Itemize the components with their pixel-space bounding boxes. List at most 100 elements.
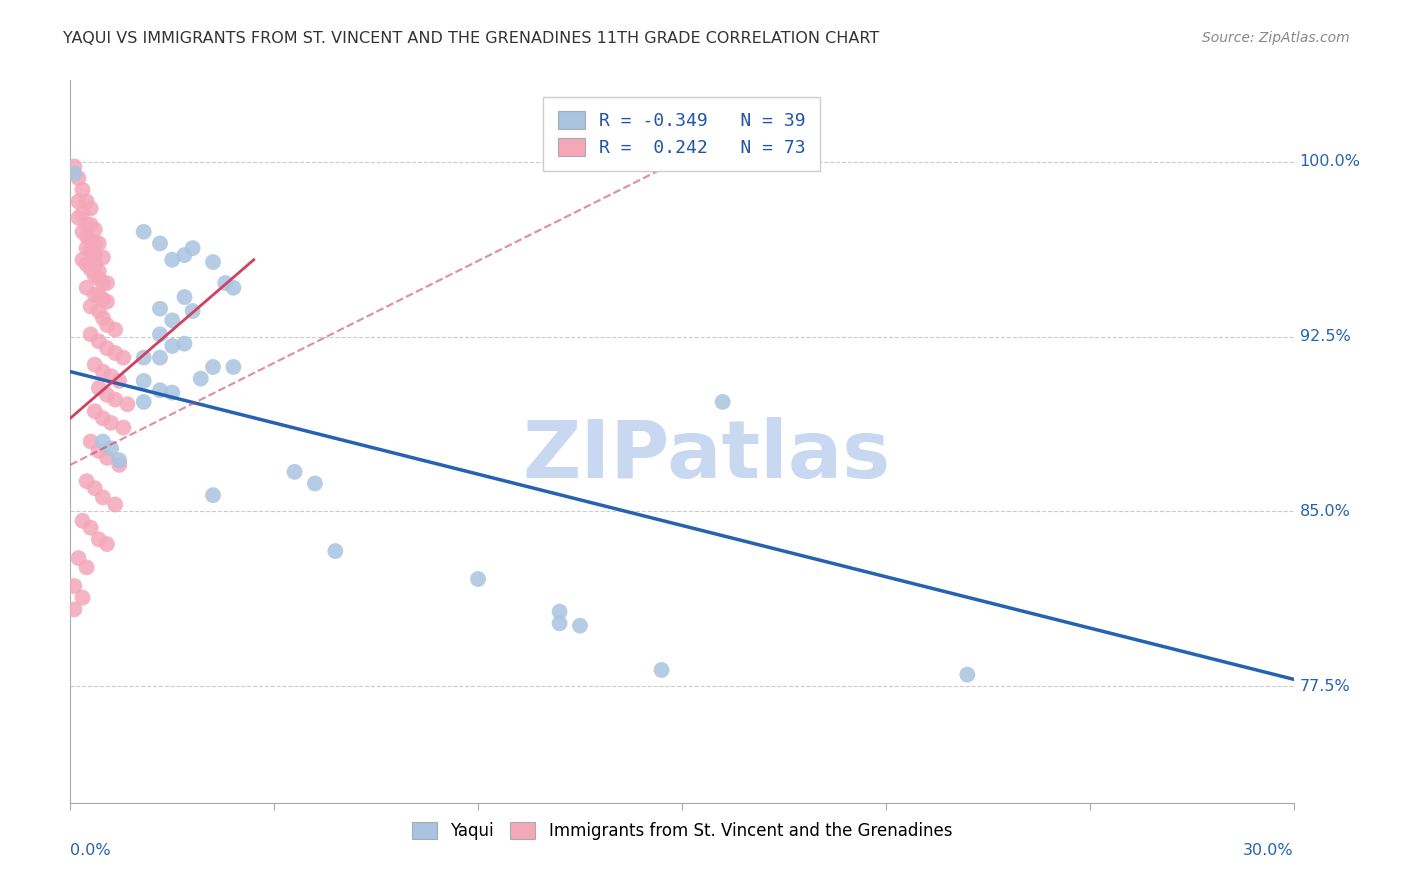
Point (162, 385, 183, 400)
Point (76, 218, 98, 232)
Point (83, 222, 105, 236)
Point (76, 474, 98, 488)
Point (96, 537, 118, 551)
Point (222, 359, 245, 374)
Point (112, 351, 135, 365)
Point (132, 351, 155, 365)
Point (72, 183, 94, 197)
Point (83, 268, 105, 283)
Point (467, 572, 489, 586)
Point (76, 229, 98, 244)
Point (132, 374, 155, 388)
Point (162, 252, 183, 267)
Point (96, 341, 118, 355)
Point (79, 244, 103, 258)
Point (711, 395, 734, 409)
Point (162, 339, 183, 353)
Point (132, 395, 155, 409)
Point (76, 257, 98, 271)
Point (104, 392, 127, 407)
Point (108, 374, 131, 388)
Point (149, 351, 172, 365)
Point (87, 236, 110, 251)
Text: 30.0%: 30.0% (1243, 843, 1294, 857)
Point (63, 602, 86, 616)
Point (72, 206, 94, 220)
Point (83, 358, 105, 372)
Point (91, 276, 114, 290)
Point (72, 591, 94, 605)
Point (568, 618, 592, 632)
Point (132, 225, 155, 239)
Point (83, 404, 105, 418)
Point (76, 194, 98, 209)
Point (79, 234, 103, 248)
Point (87, 287, 110, 301)
Point (112, 420, 135, 434)
Point (83, 287, 105, 301)
Point (76, 560, 98, 574)
Point (72, 514, 94, 528)
Point (173, 248, 195, 262)
Point (79, 218, 103, 232)
Point (149, 236, 172, 251)
Point (67, 194, 90, 209)
Point (83, 236, 105, 251)
Point (83, 257, 105, 271)
Point (181, 304, 204, 318)
Point (91, 434, 114, 449)
Point (149, 301, 172, 316)
Point (87, 271, 110, 285)
Point (548, 605, 571, 619)
Point (100, 416, 122, 430)
Legend: Yaqui, Immigrants from St. Vincent and the Grenadines: Yaqui, Immigrants from St. Vincent and t… (404, 814, 960, 848)
Text: 100.0%: 100.0% (1299, 154, 1361, 169)
Text: Source: ZipAtlas.com: Source: ZipAtlas.com (1202, 31, 1350, 45)
Point (67, 551, 90, 566)
Point (76, 281, 98, 295)
Point (79, 262, 103, 277)
Point (202, 359, 225, 374)
Point (548, 616, 571, 631)
Point (79, 327, 103, 342)
Point (91, 411, 114, 425)
Point (104, 346, 127, 360)
Point (67, 211, 90, 225)
Point (96, 318, 118, 332)
Point (222, 281, 245, 295)
Point (181, 241, 204, 255)
Point (96, 450, 118, 465)
Point (284, 465, 307, 479)
Point (202, 488, 225, 502)
Point (104, 498, 127, 512)
Point (63, 167, 86, 181)
Point (79, 434, 103, 449)
Point (96, 388, 118, 402)
Point (149, 327, 172, 342)
Text: 0.0%: 0.0% (70, 843, 111, 857)
Point (100, 369, 122, 384)
Point (650, 663, 672, 677)
Point (87, 533, 110, 547)
Point (108, 453, 131, 467)
Point (190, 371, 212, 385)
Point (83, 481, 105, 495)
Point (63, 579, 86, 593)
Point (76, 241, 98, 255)
Point (72, 225, 94, 239)
Text: YAQUI VS IMMIGRANTS FROM ST. VINCENT AND THE GRENADINES 11TH GRADE CORRELATION C: YAQUI VS IMMIGRANTS FROM ST. VINCENT AND… (63, 31, 880, 46)
Text: ZIPatlas: ZIPatlas (522, 417, 890, 495)
Point (96, 294, 118, 309)
Point (83, 248, 105, 262)
Point (79, 299, 103, 313)
Text: 85.0%: 85.0% (1299, 504, 1351, 519)
Point (91, 251, 114, 265)
Point (91, 293, 114, 307)
Point (323, 544, 347, 558)
Point (100, 442, 122, 456)
Point (91, 491, 114, 505)
Point (87, 304, 110, 318)
Point (117, 397, 139, 411)
Point (96, 276, 118, 290)
Point (87, 381, 110, 395)
